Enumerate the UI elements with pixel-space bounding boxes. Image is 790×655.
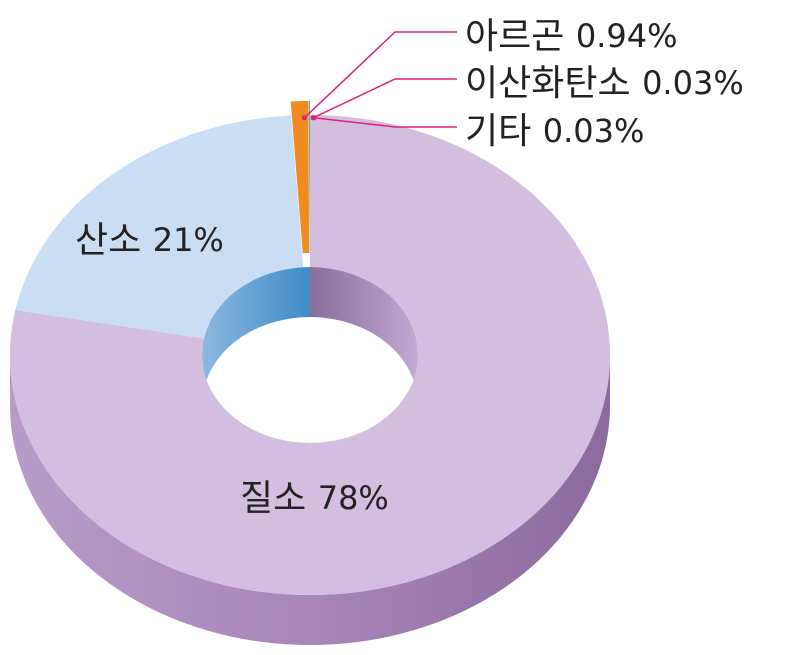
category-label: 질소 <box>240 478 306 519</box>
leader-dot <box>301 115 307 121</box>
leader-line <box>313 117 457 128</box>
slice-label: 질소 78% <box>240 478 389 519</box>
slice <box>290 101 310 254</box>
leader-line <box>303 31 457 119</box>
slice <box>15 115 304 339</box>
value-label: 0.03% <box>642 64 744 102</box>
slice-label: 기타 0.03% <box>465 111 644 152</box>
hole-floor <box>202 317 418 443</box>
value-label: 0.03% <box>543 112 645 150</box>
slice-label: 산소 21% <box>75 220 224 261</box>
category-label: 아르곤 <box>465 16 564 57</box>
value-label: 78% <box>318 479 389 517</box>
slice <box>308 101 310 254</box>
slice <box>309 101 310 254</box>
category-label: 기타 <box>465 111 531 152</box>
category-label: 산소 <box>75 220 141 261</box>
value-label: 21% <box>153 221 224 259</box>
slice <box>10 115 610 595</box>
hole <box>202 267 418 443</box>
slice-label: 아르곤 0.94% <box>465 16 677 57</box>
slice-side <box>10 355 610 645</box>
slice-label: 이산화탄소 0.03% <box>465 63 744 104</box>
value-label: 0.94% <box>576 17 678 55</box>
leader-dot <box>311 115 317 121</box>
leader-line <box>312 78 457 119</box>
category-label: 이산화탄소 <box>465 63 631 104</box>
